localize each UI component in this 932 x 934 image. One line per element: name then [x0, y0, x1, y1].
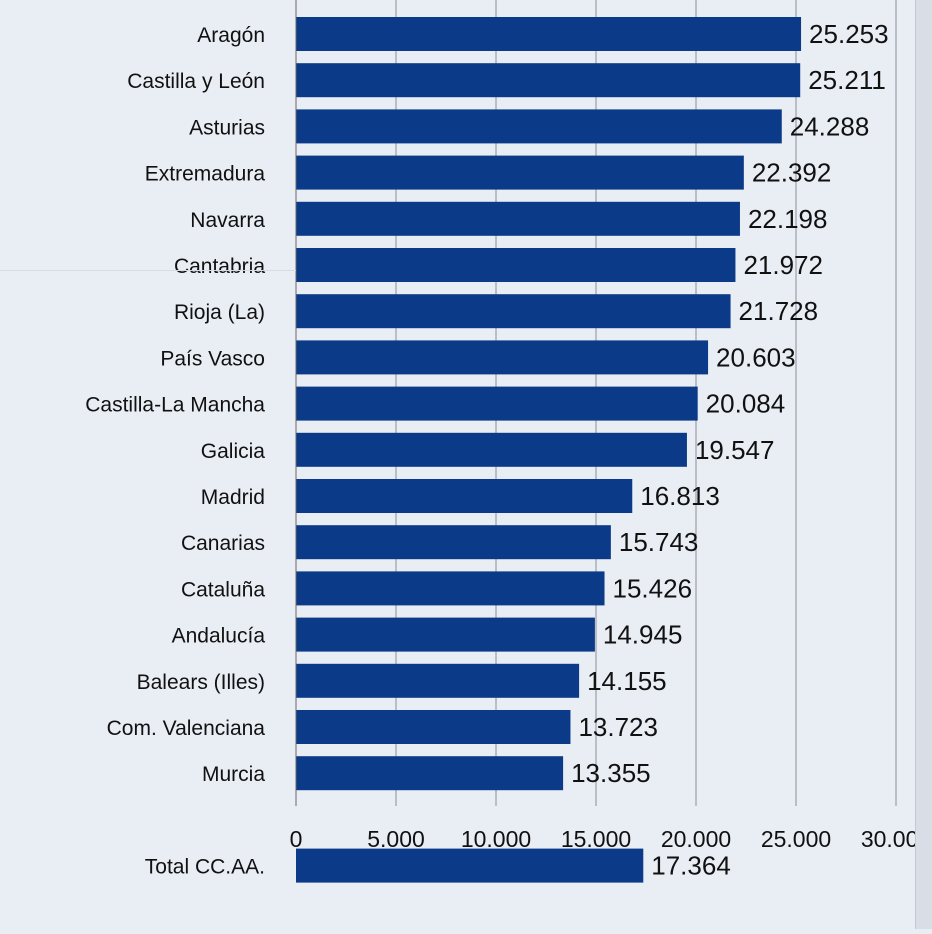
value-label: 21.728 [739, 296, 819, 326]
value-labels: 25.253 25.211 24.288 22.392 22.198 21.972 21.7… [571, 19, 888, 881]
bar-total [296, 848, 644, 883]
bar [296, 617, 595, 652]
x-tick-label: 20.000 [661, 826, 731, 852]
bars [296, 17, 802, 883]
x-tick-labels: 0 5.000 10.000 15.000 20.000 25.000 30.000 [290, 826, 932, 852]
x-tick-label: 0 [290, 826, 303, 852]
bar [296, 756, 564, 791]
category-label: Madrid [201, 486, 265, 509]
category-label: Galicia [201, 440, 266, 463]
category-label: Aragón [197, 24, 265, 47]
value-label: 21.972 [743, 250, 823, 280]
bar [296, 248, 736, 282]
bar [296, 201, 740, 236]
right-scroll-strip [915, 0, 932, 929]
category-label: Asturias [189, 116, 265, 139]
bar [296, 340, 709, 375]
category-label: Balears (Illes) [137, 671, 265, 694]
category-label: Extremadura [145, 163, 266, 186]
value-label: 19.547 [695, 435, 775, 465]
value-label: 15.743 [619, 527, 699, 557]
category-label: Castilla-La Mancha [85, 394, 265, 417]
bar [296, 386, 698, 421]
x-tick-label: 5.000 [367, 826, 425, 852]
value-label: 14.945 [603, 620, 683, 650]
category-label: Total CC.AA. [145, 856, 265, 879]
bar [296, 17, 802, 51]
value-label: 25.253 [809, 19, 889, 49]
x-tick-label: 25.000 [761, 826, 831, 852]
value-label: 13.355 [571, 758, 651, 788]
value-label: 14.155 [587, 666, 667, 696]
value-label: 25.211 [808, 65, 886, 95]
category-label: Cantabria [174, 255, 265, 278]
category-label: Rioja (La) [174, 301, 265, 324]
value-label: 20.603 [716, 342, 796, 372]
value-label: 22.198 [748, 204, 828, 234]
bar [296, 663, 580, 698]
background-divider [0, 270, 296, 271]
bar [296, 571, 605, 606]
x-tick-label: 15.000 [561, 826, 631, 852]
bar [296, 294, 731, 329]
value-label: 17.364 [651, 851, 731, 881]
bar [296, 155, 744, 190]
bar [296, 63, 801, 98]
bar [296, 479, 633, 513]
value-label: 20.084 [706, 389, 786, 419]
value-label: 16.813 [640, 481, 720, 511]
value-label: 22.392 [752, 158, 832, 188]
bar [296, 525, 611, 560]
x-tick-label: 10.000 [461, 826, 531, 852]
category-label: Andalucía [172, 625, 266, 648]
bar [296, 109, 782, 144]
bar [296, 432, 687, 467]
category-label: Castilla y León [127, 70, 265, 93]
value-label: 24.288 [790, 111, 870, 141]
category-label: Murcia [202, 763, 265, 786]
category-label: Canarias [181, 532, 265, 555]
bar [296, 710, 571, 744]
category-label: País Vasco [160, 347, 265, 370]
category-label: Cataluña [181, 578, 265, 601]
value-label: 15.426 [613, 573, 693, 603]
category-labels: Aragón Castilla y León Asturias Extremadura… [85, 24, 265, 879]
category-label: Navarra [190, 209, 265, 232]
value-label: 13.723 [578, 712, 658, 742]
category-label: Com. Valenciana [107, 717, 266, 740]
